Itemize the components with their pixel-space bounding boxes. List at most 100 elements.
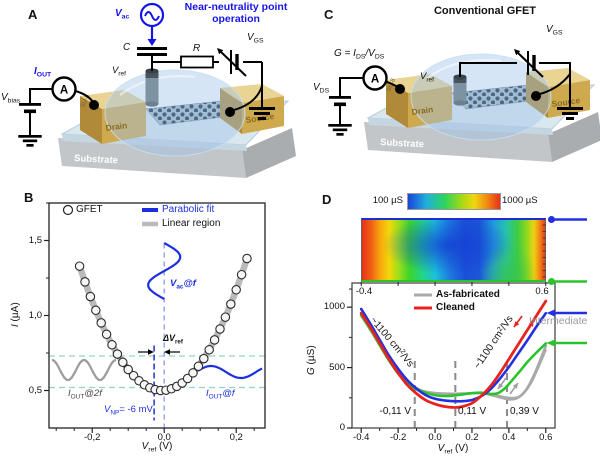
iout-2f-annotation: IOUT@2f [68,388,102,401]
b-x-tick-label: 0,0 [157,432,171,443]
resistor-label: R [193,43,201,54]
legend-gfet-marker [62,204,74,216]
gfet-data-point [193,361,204,372]
source-contact-dot [531,91,541,101]
iout-f-wave [195,364,263,380]
dvref-arrow-left [164,349,170,355]
panel-a-title: Near-neutrality point operation [184,1,288,25]
ground-icon [18,135,42,147]
wires [151,56,263,107]
d-y-axis-label: G (µS) [306,345,317,375]
gfet-data-point [215,324,225,334]
gfet-data-point [199,353,209,364]
d-top-axis-left: -0.4 [355,286,373,297]
ammeter-icon [51,76,77,102]
b-x-tick-label: 0,2 [229,432,243,443]
ammeter-icon [362,65,388,91]
vds-label: VDS [313,82,330,95]
circuit-c-svg: A [328,47,600,163]
gfet-data-point [220,312,231,322]
dirac-annotation-3: 0,39 V [510,406,539,417]
dvref-arrow-right [148,349,154,355]
capacitor-icon [137,47,167,56]
iout-label: IOUT [34,66,52,79]
capacitor-label: C [123,42,131,53]
b-y-tick-label: 1,0 [28,309,42,321]
vac-label: Vac [115,8,130,21]
d-y-tick-label: 500 [329,361,345,373]
reference-electrode [145,68,159,107]
ac-source-icon [139,2,165,46]
source-contact-dot [225,107,235,117]
curve-as-fabricated-return [485,349,547,401]
d-x-tick-label: -0.4 [353,432,370,443]
intermediate-annotation: Intermediate [529,315,588,327]
curve-intermediate-1 [359,307,548,403]
plot-b-svg [44,202,266,433]
panel-a-letter: A [28,7,38,22]
iout-2f-wave [51,358,117,382]
legend-as-fabricated: As-fabricated [436,289,500,300]
drain-contact-dot [89,100,99,110]
colorbar-min-label: 100 µS [372,195,403,206]
gfet-data-point [231,285,241,295]
dirac-annotation-1: -0,11 V [379,406,412,417]
vac-at-f-annotation: Vac@f [170,278,196,291]
circuit-a-svg: A [18,2,297,179]
gfet-data-point [182,373,193,384]
d-x-tick-label: 0.0 [428,432,442,443]
gfet-data-point [118,357,128,368]
plot-d-svg [347,216,587,433]
panel-b-letter: B [24,190,34,205]
b-y-axis-label: I (µA) [10,302,21,327]
panel-c-letter: C [324,7,334,22]
b-x-axis-label: Vref (V) [141,441,173,454]
resistor-icon [180,55,214,69]
vgs-label: VGS [247,32,264,45]
gfet-data-point [112,349,123,359]
variable-source-icon [215,46,248,78]
reference-electrode [453,74,467,106]
d-x-tick-label: -0.2 [389,432,407,443]
d-x-tick-label: 0.4 [502,432,516,443]
dirac-annotation-2: 0,11 V [458,406,487,417]
curve-cleaned [359,299,548,409]
gfet-data-point [101,329,112,340]
vref-label: Vref [112,65,126,78]
colorbar-max-label: 1000 µS [502,195,538,206]
gfet-data-point [188,368,198,378]
gfet-data-point [107,340,117,350]
gfet-data-point [236,269,247,280]
panel-d-letter: D [322,192,332,207]
d-x-tick-label: 0.2 [465,432,479,443]
iout-f-annotation: IOUT@f [206,388,235,401]
panel-c-title: Conventional GFET [433,5,537,17]
vref-label: Vref [420,71,434,84]
d-x-tick-label: 0.6 [539,432,553,443]
gfet-data-point [74,261,85,271]
gfet-data-point [80,277,90,287]
conductance-formula: G = IDS/VDS [334,48,385,61]
legend-gfet: GFET [76,204,103,215]
gfet-data-point [123,364,133,375]
b-x-tick-label: -0,2 [84,432,101,443]
gfet-data-point [91,305,101,316]
gfet-data-point [85,291,96,302]
panel-a-near-neutrality-schematic: A A Near-neutrality point operation Vac C… [0,0,300,185]
ground-icon [328,124,352,136]
ammeter-letter: A [371,74,379,86]
colorbar [407,193,501,210]
drain-contact-dot [395,84,405,94]
gfet-data-point [242,253,252,264]
d-y-tick-label: 0 [339,422,345,433]
b-y-tick-label: 1,5 [28,234,42,246]
conductance-heatmap [361,218,546,282]
vac-input-wave [147,242,182,300]
gfet-data-point [204,345,214,355]
panel-c-conventional-schematic: A C Conventional GFET G = IDS/VDS VDS VG… [300,0,600,185]
delta-vref-annotation: ΔVref [163,333,183,346]
gfet-data-point [226,299,236,309]
panel-d-conductance-map: D 100 µS 1000 µS -0.4 0.6 As-fabricated … [300,185,600,462]
battery-icon [329,96,351,99]
